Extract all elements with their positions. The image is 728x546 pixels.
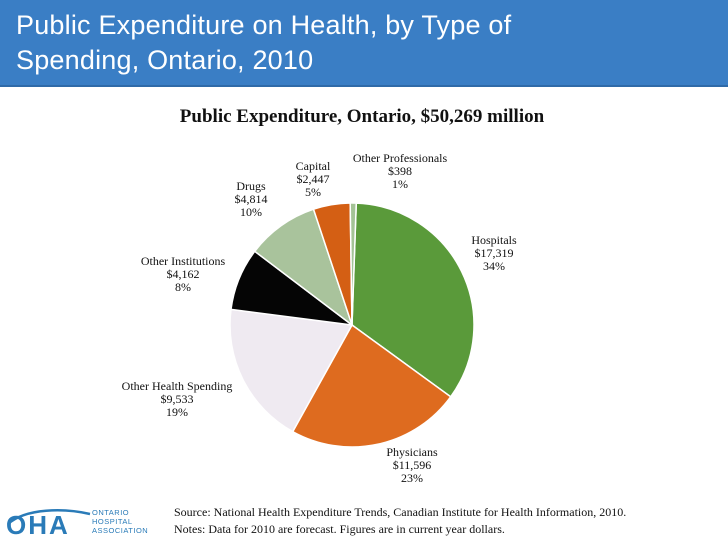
logo-line-3: ASSOCIATION — [92, 526, 149, 535]
slice-label-percent: 5% — [305, 185, 321, 199]
slice-label-value: $4,162 — [167, 267, 200, 281]
logo-line-2: HOSPITAL — [92, 517, 133, 526]
source-note: Source: National Health Expenditure Tren… — [174, 505, 627, 519]
logo-swoosh-icon — [7, 509, 91, 525]
slide-header: Public Expenditure on Health, by Type of… — [0, 0, 728, 87]
slice-label-name: Other Professionals — [353, 151, 448, 165]
slice-label-percent: 34% — [483, 259, 505, 273]
slice-label-value: $9,533 — [161, 392, 194, 406]
slice-label-value: $11,596 — [393, 458, 432, 472]
slice-label-percent: 10% — [240, 205, 262, 219]
logo-line-1: ONTARIO — [92, 508, 130, 517]
slice-label-name: Hospitals — [471, 233, 517, 247]
oha-logo: OHA — [6, 509, 91, 540]
slice-label-name: Drugs — [236, 179, 266, 193]
slice-label-percent: 19% — [166, 405, 188, 419]
pie-slice-other-professionals — [349, 202, 358, 326]
logo-mark: OHA — [6, 510, 70, 540]
logo-wordmark: ONTARIO HOSPITAL ASSOCIATION — [92, 508, 172, 535]
slice-label-percent: 8% — [175, 280, 191, 294]
chart-title: Public Expenditure, Ontario, $50,269 mil… — [180, 106, 545, 127]
slice-label-name: Other Institutions — [141, 254, 226, 268]
slice-label-value: $398 — [388, 164, 412, 178]
forecast-note: Notes: Data for 2010 are forecast. Figur… — [174, 522, 505, 536]
slice-label-name: Physicians — [386, 445, 438, 459]
slice-label-percent: 23% — [401, 471, 423, 485]
slice-label-value: $2,447 — [297, 172, 330, 186]
slice-label-value: $4,814 — [235, 192, 268, 206]
slice-label-name: Other Health Spending — [122, 379, 233, 393]
footnotes: Source: National Health Expenditure Tren… — [174, 504, 722, 538]
slice-label-name: Capital — [296, 159, 331, 173]
pie-slice-hospitals — [351, 202, 475, 398]
pie-slice-other-health-spending — [229, 308, 354, 433]
slice-label-percent: 1% — [392, 177, 408, 191]
slice-label-value: $17,319 — [475, 246, 514, 260]
slide-title-line-1: Public Expenditure on Health, by Type of — [16, 10, 512, 40]
pie-chart: Public Expenditure, Ontario, $50,269 mil… — [122, 106, 545, 485]
slide-title: Public Expenditure on Health, by Type of… — [16, 8, 656, 78]
slide-title-line-2: Spending, Ontario, 2010 — [16, 45, 314, 75]
pie-slice-physicians — [291, 323, 452, 448]
